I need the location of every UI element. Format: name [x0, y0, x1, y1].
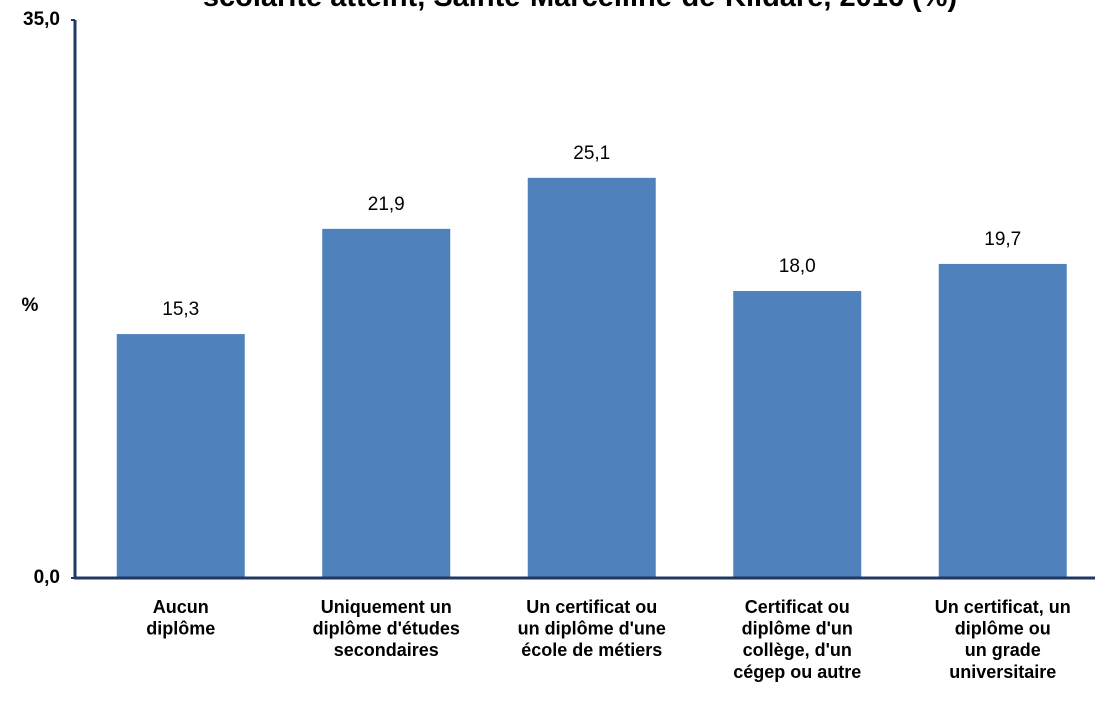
- x-tick-label: Un certificat, un diplôme ou un grade unive…: [935, 597, 1071, 682]
- bar: [322, 228, 451, 578]
- bar: [733, 291, 862, 578]
- x-tick-label: Uniquement un diplôme d'études secondaires: [313, 597, 460, 660]
- data-label: 21,9: [368, 194, 405, 215]
- y-tick-label: 0,0: [34, 567, 60, 588]
- data-label: 15,3: [162, 299, 199, 320]
- chart-title: scolarité atteint, Sainte-Marcelline-de-…: [203, 0, 957, 13]
- y-tick-label: 35,0: [23, 9, 60, 30]
- y-axis-label: %: [22, 295, 39, 316]
- x-tick-label: Un certificat ou un diplôme d'une école de…: [518, 597, 666, 660]
- x-tick-label: Aucun diplôme: [146, 597, 215, 639]
- bar: [116, 334, 245, 578]
- data-label: 19,7: [984, 229, 1021, 250]
- data-label: 18,0: [779, 256, 816, 277]
- bar: [938, 263, 1067, 578]
- data-label: 25,1: [573, 143, 610, 164]
- x-tick-label: Certificat ou diplôme d'un collège, d'un cé…: [733, 597, 861, 682]
- bar: [527, 177, 656, 578]
